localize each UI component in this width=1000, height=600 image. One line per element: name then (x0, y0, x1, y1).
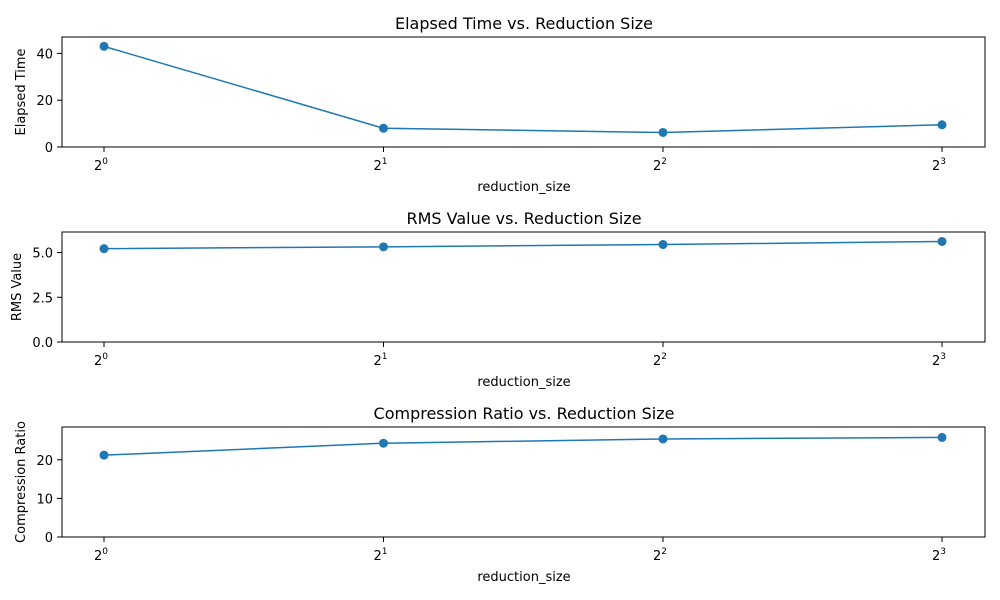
x-axis-label: reduction_size (477, 180, 570, 195)
series-group (99, 41, 947, 137)
data-point (99, 244, 109, 254)
chart-title: Elapsed Time vs. Reduction Size (395, 14, 653, 33)
y-axis-label: Elapsed Time (14, 48, 29, 135)
x-tick-base: 2 (94, 354, 102, 369)
x-tick-base: 2 (94, 549, 102, 564)
y-tick-label: 0 (45, 141, 53, 156)
plot-frame (61, 36, 986, 148)
x-tick-exponent: 2 (661, 352, 667, 362)
x-tick-label: 23 (932, 547, 946, 564)
plot-frame (61, 426, 986, 538)
x-tick-label: 20 (94, 547, 108, 564)
data-point (658, 240, 668, 250)
x-tick-exponent: 2 (661, 157, 667, 167)
subplot-compression-ratio: Compression Ratio vs. Reduction Size Com… (14, 404, 986, 585)
series-group (99, 236, 947, 254)
data-point (379, 123, 388, 133)
y-tick-label: 40 (36, 47, 53, 62)
x-tick-label: 20 (94, 352, 108, 369)
series-line (103, 436, 943, 456)
series-line (103, 240, 943, 250)
y-tick-label: 5.0 (32, 247, 53, 262)
x-tick-base: 2 (932, 549, 940, 564)
x-tick-label: 20 (94, 157, 108, 174)
x-tick-base: 2 (94, 159, 102, 174)
x-tick-base: 2 (373, 549, 381, 564)
y-tick-label: 0 (45, 531, 53, 546)
x-tick-base: 2 (653, 159, 661, 174)
x-tick-label: 22 (653, 157, 667, 174)
x-tick-base: 2 (932, 159, 940, 174)
plot-frame (61, 231, 986, 343)
series-line (103, 45, 943, 134)
x-tick-label: 23 (932, 352, 946, 369)
data-point (658, 434, 668, 444)
x-tick-label: 21 (373, 352, 387, 369)
x-tick-base: 2 (373, 159, 381, 174)
data-point (937, 432, 947, 442)
x-tick-exponent: 0 (102, 352, 108, 362)
x-tick-exponent: 3 (940, 157, 946, 167)
data-point (658, 127, 668, 137)
x-tick-base: 2 (653, 354, 661, 369)
y-tick-label: 2.5 (32, 291, 53, 306)
x-tick-label: 22 (653, 547, 667, 564)
y-tick-label: 20 (36, 454, 53, 469)
x-tick-exponent: 1 (382, 352, 388, 362)
data-point (937, 236, 947, 246)
x-tick-exponent: 0 (102, 157, 108, 167)
y-tick-label: 20 (36, 94, 53, 109)
x-tick-base: 2 (653, 549, 661, 564)
x-tick-exponent: 3 (940, 547, 946, 557)
x-tick-exponent: 1 (382, 157, 388, 167)
chart-title: Compression Ratio vs. Reduction Size (374, 404, 675, 423)
chart-title: RMS Value vs. Reduction Size (406, 209, 641, 228)
x-axis-label: reduction_size (477, 375, 570, 390)
x-tick-label: 22 (653, 352, 667, 369)
subplot-rms-value: RMS Value vs. Reduction Size RMS Value r… (10, 209, 986, 390)
x-tick-label: 21 (373, 547, 387, 564)
axis-ticks: 20 21 22 230.02.55.0 (32, 247, 946, 369)
data-point (99, 41, 109, 51)
x-tick-exponent: 3 (940, 352, 946, 362)
subplot-elapsed-time: Elapsed Time vs. Reduction Size Elapsed … (14, 14, 986, 195)
x-tick-exponent: 0 (102, 547, 108, 557)
x-tick-exponent: 2 (661, 547, 667, 557)
data-point (379, 242, 388, 252)
data-point (99, 450, 109, 460)
y-axis-label: Compression Ratio (14, 421, 29, 543)
y-tick-label: 0.0 (32, 336, 53, 351)
y-tick-label: 10 (36, 492, 53, 507)
data-point (379, 438, 388, 448)
x-tick-base: 2 (932, 354, 940, 369)
x-axis-label: reduction_size (477, 570, 570, 585)
y-axis-label: RMS Value (10, 253, 25, 321)
data-point (937, 120, 947, 130)
x-tick-base: 2 (373, 354, 381, 369)
x-tick-label: 23 (932, 157, 946, 174)
x-tick-exponent: 1 (382, 547, 388, 557)
series-group (99, 432, 947, 460)
x-tick-label: 21 (373, 157, 387, 174)
